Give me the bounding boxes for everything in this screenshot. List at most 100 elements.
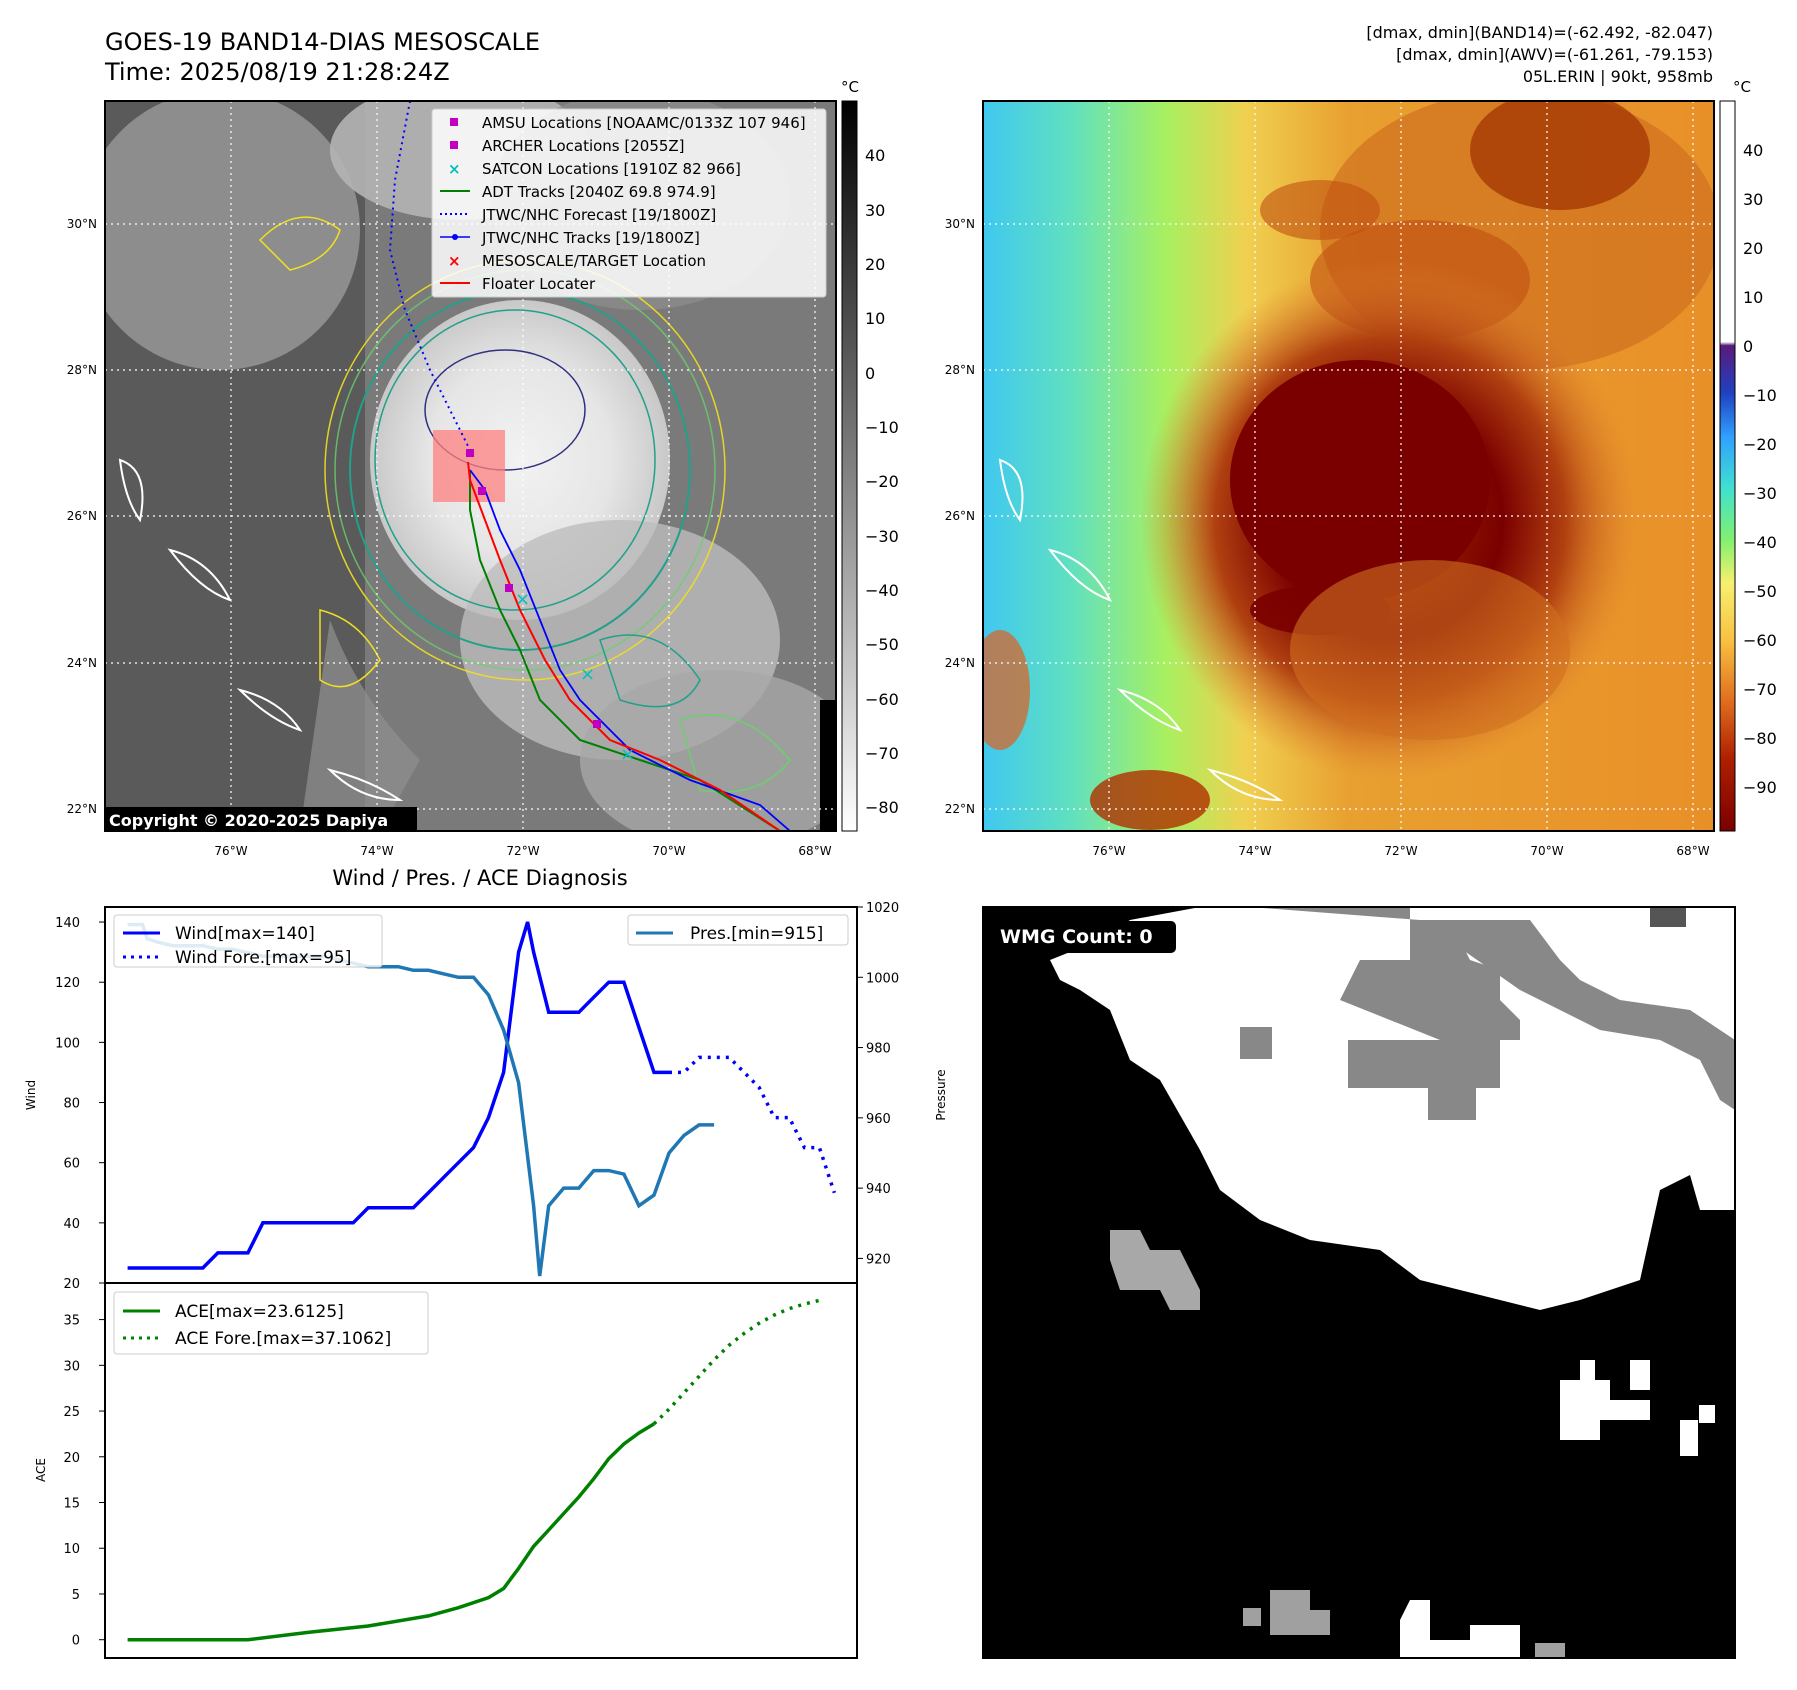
legend-satcon-label: SATCON Locations [1910Z 82 966] xyxy=(482,160,741,178)
colorbar-tick: 30 xyxy=(1743,190,1763,209)
lon-label: 70°W xyxy=(652,844,685,858)
ace-tick: 15 xyxy=(63,1497,80,1512)
ace-tick: 30 xyxy=(63,1359,80,1374)
colorbar-tick: −30 xyxy=(1743,484,1777,503)
legend-pressure-label: Pres.[min=915] xyxy=(690,924,823,944)
ace-series-group xyxy=(99,1298,820,1642)
ir-map-frame xyxy=(104,100,837,832)
colorbar-tick: 30 xyxy=(865,201,885,220)
map-legend: AMSU Locations [NOAAMC/0133Z 107 946] AR… xyxy=(431,108,827,298)
pressure-axis-label: Pressure xyxy=(934,1069,948,1120)
ace-yaxis: 35 30 25 20 15 10 5 0 xyxy=(63,1314,80,1649)
pressure-yaxis: 1020 1000 980 960 940 920 xyxy=(866,901,899,1267)
colorbar-tick: −10 xyxy=(865,418,899,437)
wind-tick: 60 xyxy=(63,1157,80,1172)
legend-wind-forecast-label: Wind Fore.[max=95] xyxy=(175,948,351,968)
pressure-legend xyxy=(627,914,849,946)
legend-adt-label: ADT Tracks [2040Z 69.8 974.9] xyxy=(482,183,716,201)
lat-label: 28°N xyxy=(67,363,97,377)
lat-label: 22°N xyxy=(67,802,97,816)
colorbar-tick: 10 xyxy=(865,309,885,328)
copyright-badge xyxy=(105,807,417,831)
legend-target-label: MESOSCALE/TARGET Location xyxy=(482,252,706,270)
legend-target-icon: × xyxy=(448,252,461,270)
right-map-axes: 30°N 28°N 26°N 24°N 22°N 76°W 74°W 72°W … xyxy=(945,217,1710,858)
legend-ace-forecast-label: ACE Fore.[max=37.1062] xyxy=(175,1329,391,1349)
colorbar-tick: −80 xyxy=(865,798,899,817)
colorbar-tick: −70 xyxy=(1743,680,1777,699)
colorbar-tick: −20 xyxy=(865,472,899,491)
satcon-marker: × xyxy=(515,589,530,610)
lon-label: 76°W xyxy=(1092,844,1125,858)
ace-axis-label: ACE xyxy=(34,1458,48,1482)
colorbar-tick: 20 xyxy=(865,255,885,274)
legend-amsu-label: AMSU Locations [NOAAMC/0133Z 107 946] xyxy=(482,114,806,132)
colorbar-tick: −30 xyxy=(865,527,899,546)
colorbar-tick: 40 xyxy=(1743,141,1763,160)
colorbar-tick: 0 xyxy=(865,364,875,383)
lat-label: 30°N xyxy=(945,217,975,231)
wind-tick: 80 xyxy=(63,1097,80,1112)
wind-tick: 20 xyxy=(63,1277,80,1292)
pressure-tick: 960 xyxy=(866,1112,891,1127)
pressure-tick: 940 xyxy=(866,1182,891,1197)
copyright-text: Copyright © 2020-2025 Dapiya xyxy=(109,811,388,830)
colorbar-tick: −70 xyxy=(865,744,899,763)
colorbar-tick: −60 xyxy=(1743,631,1777,650)
colorbar-unit: °C xyxy=(1733,78,1751,96)
colorbar-tick: 0 xyxy=(1743,337,1753,356)
wind-yaxis: 140 120 100 80 60 40 20 xyxy=(55,916,80,1292)
figure-title: GOES-19 BAND14-DIAS MESOSCALE xyxy=(105,28,540,56)
lon-label: 68°W xyxy=(798,844,831,858)
colorbar-tick: −60 xyxy=(865,690,899,709)
left-map-axes: 30°N 28°N 26°N 24°N 22°N 76°W 74°W 72°W … xyxy=(67,217,832,858)
lat-label: 30°N xyxy=(67,217,97,231)
floater-track xyxy=(467,461,781,831)
legend-floater-label: Floater Locater xyxy=(482,275,596,293)
colorbar-tick: −40 xyxy=(1743,533,1777,552)
color-map-panel xyxy=(983,101,1714,831)
legend-forecast-label: JTWC/NHC Forecast [19/1800Z] xyxy=(481,206,716,224)
colorbar-tick: −90 xyxy=(1743,778,1777,797)
colorbar-tick: −10 xyxy=(1743,386,1777,405)
colorbar-tick: −80 xyxy=(1743,729,1777,748)
ace-tick: 10 xyxy=(63,1542,80,1557)
ace-line xyxy=(127,1422,655,1642)
lon-label: 74°W xyxy=(360,844,393,858)
colorbar-tick: −50 xyxy=(865,635,899,654)
ace-chart: 35 30 25 20 15 10 5 0 ACE ACE[max=23.612… xyxy=(34,1282,858,1659)
pressure-tick: 1000 xyxy=(866,971,899,986)
ace-tick: 5 xyxy=(72,1588,80,1603)
lon-label: 76°W xyxy=(214,844,247,858)
lon-label: 70°W xyxy=(1530,844,1563,858)
satcon-marker: × xyxy=(620,744,635,765)
lon-label: 74°W xyxy=(1238,844,1271,858)
wind-pressure-chart: 140 120 100 80 60 40 20 1020 1000 980 96… xyxy=(24,901,948,1292)
colorbar-tick: 20 xyxy=(1743,239,1763,258)
lon-label: 72°W xyxy=(506,844,539,858)
legend-tracks-label: JTWC/NHC Tracks [19/1800Z] xyxy=(481,229,700,247)
legend-archer-icon xyxy=(450,141,458,149)
wind-legend xyxy=(113,914,383,968)
amsu-marker xyxy=(466,449,474,457)
wmg-panel: WMG Count: 0 xyxy=(982,906,1736,1659)
colorbar-tick: −20 xyxy=(1743,435,1777,454)
wind-axis-label: Wind xyxy=(24,1080,38,1110)
ace-tick: 35 xyxy=(63,1314,80,1329)
pressure-tick: 980 xyxy=(866,1042,891,1057)
wind-tick: 120 xyxy=(55,976,80,991)
info-awv: [dmax, dmin](AWV)=(-61.261, -79.153) xyxy=(1396,45,1713,64)
ace-tick: 25 xyxy=(63,1405,80,1420)
wmg-count-label: WMG Count: 0 xyxy=(1000,926,1153,948)
wind-tick: 140 xyxy=(55,916,80,931)
colorbar-tick: 10 xyxy=(1743,288,1763,307)
ace-forecast-line xyxy=(652,1298,820,1426)
lat-label: 24°N xyxy=(67,656,97,670)
info-storm: 05L.ERIN | 90kt, 958mb xyxy=(1523,67,1713,86)
wind-tick: 40 xyxy=(63,1217,80,1232)
legend-amsu-icon xyxy=(450,118,458,126)
ace-tick: 0 xyxy=(72,1634,80,1649)
color-map-frame xyxy=(982,100,1715,832)
info-band14: [dmax, dmin](BAND14)=(-62.492, -82.047) xyxy=(1366,23,1713,42)
